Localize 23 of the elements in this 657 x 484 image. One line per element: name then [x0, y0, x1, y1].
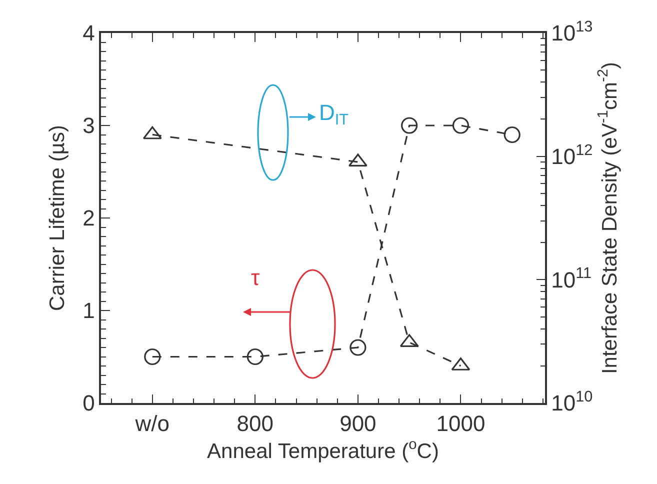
y-tick-label: 1 [82, 298, 95, 324]
y2-tick-label: 10$^{11}$ [551, 265, 592, 292]
y-tick-label: 0 [82, 390, 95, 416]
point [246, 348, 264, 366]
annotation: D$_{IT}$ [319, 100, 350, 129]
y-axis-title: Carrier Lifetime (µs) [46, 125, 70, 311]
point [350, 339, 366, 356]
point [144, 348, 161, 366]
y-tick-label: 2 [82, 206, 95, 231]
annotation: τ [251, 265, 260, 290]
point [401, 117, 418, 134]
point [452, 117, 470, 134]
x-tick-label: 1000 [436, 411, 486, 436]
y2-tick-label: 10$^{13}$ [551, 18, 593, 46]
point [504, 126, 520, 144]
x-tick-label: 900 [340, 411, 376, 436]
y2-tick-label: 10$^{12}$ [551, 142, 593, 170]
x-tick-label: 800 [236, 411, 274, 436]
x-tick-label: w/o [134, 411, 170, 436]
y2-tick-label: 10$^{10}$ [551, 388, 593, 416]
y-tick-label: 3 [82, 113, 95, 138]
y-tick-label: 4 [82, 20, 95, 46]
x-axis-title: Anneal Temperature ($^{o}$C) [207, 437, 439, 463]
